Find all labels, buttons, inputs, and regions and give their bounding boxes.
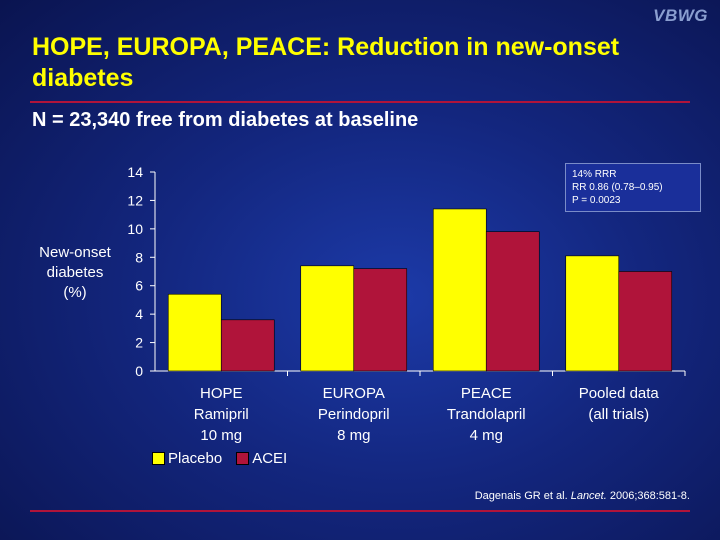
legend-label-placebo: Placebo <box>168 450 223 467</box>
stats-p-value: P = 0.0023 <box>572 195 621 206</box>
bar-placebo-1 <box>300 265 355 372</box>
y-tick-label: 8 <box>135 249 143 265</box>
x-category-label: 4 mg <box>470 427 503 444</box>
x-category-label: EUROPA <box>323 385 385 402</box>
legend-item-placebo: Placebo <box>152 450 222 467</box>
x-category-label: Ramipril <box>194 406 249 423</box>
legend-label-acei: ACEI <box>252 450 288 467</box>
stats-rr: RR 0.86 (0.78–0.95) <box>572 182 663 193</box>
y-tick-label: 12 <box>127 192 143 208</box>
x-category-label: 10 mg <box>200 427 242 444</box>
bar-acei-0 <box>220 319 275 372</box>
y-tick-label: 10 <box>127 221 143 237</box>
vbwg-logo: VBWG <box>653 6 708 25</box>
bar-acei-1 <box>353 268 408 372</box>
x-category-label: Trandolapril <box>447 406 526 423</box>
bar-acei-3 <box>618 271 673 372</box>
y-tick-label: 0 <box>135 363 143 379</box>
citation: Dagenais GR et al. Lancet. 2006;368:581-… <box>475 490 690 502</box>
y-tick-label: 4 <box>135 306 143 322</box>
x-category-label: 8 mg <box>337 427 370 444</box>
x-category-label: (all trials) <box>588 406 649 423</box>
y-tick-label: 2 <box>135 335 143 351</box>
chart-legend: Placebo ACEI <box>152 450 301 467</box>
citation-authors: Dagenais GR et al. <box>474 490 568 502</box>
stats-box: 14% RRR RR 0.86 (0.78–0.95) P = 0.0023 <box>565 163 701 212</box>
title-divider <box>30 101 690 103</box>
bar-acei-2 <box>485 231 540 372</box>
legend-item-acei: ACEI <box>236 450 287 467</box>
footer-divider <box>30 510 690 512</box>
y-tick-label: 14 <box>127 164 143 180</box>
stats-rrr: 14% RRR <box>572 169 617 180</box>
legend-swatch-placebo <box>152 452 165 465</box>
x-category-label: Pooled data <box>579 385 660 402</box>
citation-ref: 2006;368:581-8. <box>609 490 690 502</box>
x-category-label: Perindopril <box>318 406 390 423</box>
y-axis-label: New-onset diabetes (%) <box>39 244 111 301</box>
y-tick-label: 6 <box>135 278 143 294</box>
bar-placebo-2 <box>432 208 487 372</box>
slide-title: HOPE, EUROPA, PEACE: Reduction in new-on… <box>32 33 620 92</box>
citation-journal: Lancet. <box>570 490 607 502</box>
bar-placebo-3 <box>565 255 620 372</box>
bar-placebo-0 <box>167 293 222 372</box>
x-category-label: HOPE <box>200 385 243 402</box>
slide-subtitle: N = 23,340 free from diabetes at baselin… <box>32 109 419 131</box>
legend-swatch-acei <box>236 452 250 465</box>
x-category-label: PEACE <box>461 385 512 402</box>
